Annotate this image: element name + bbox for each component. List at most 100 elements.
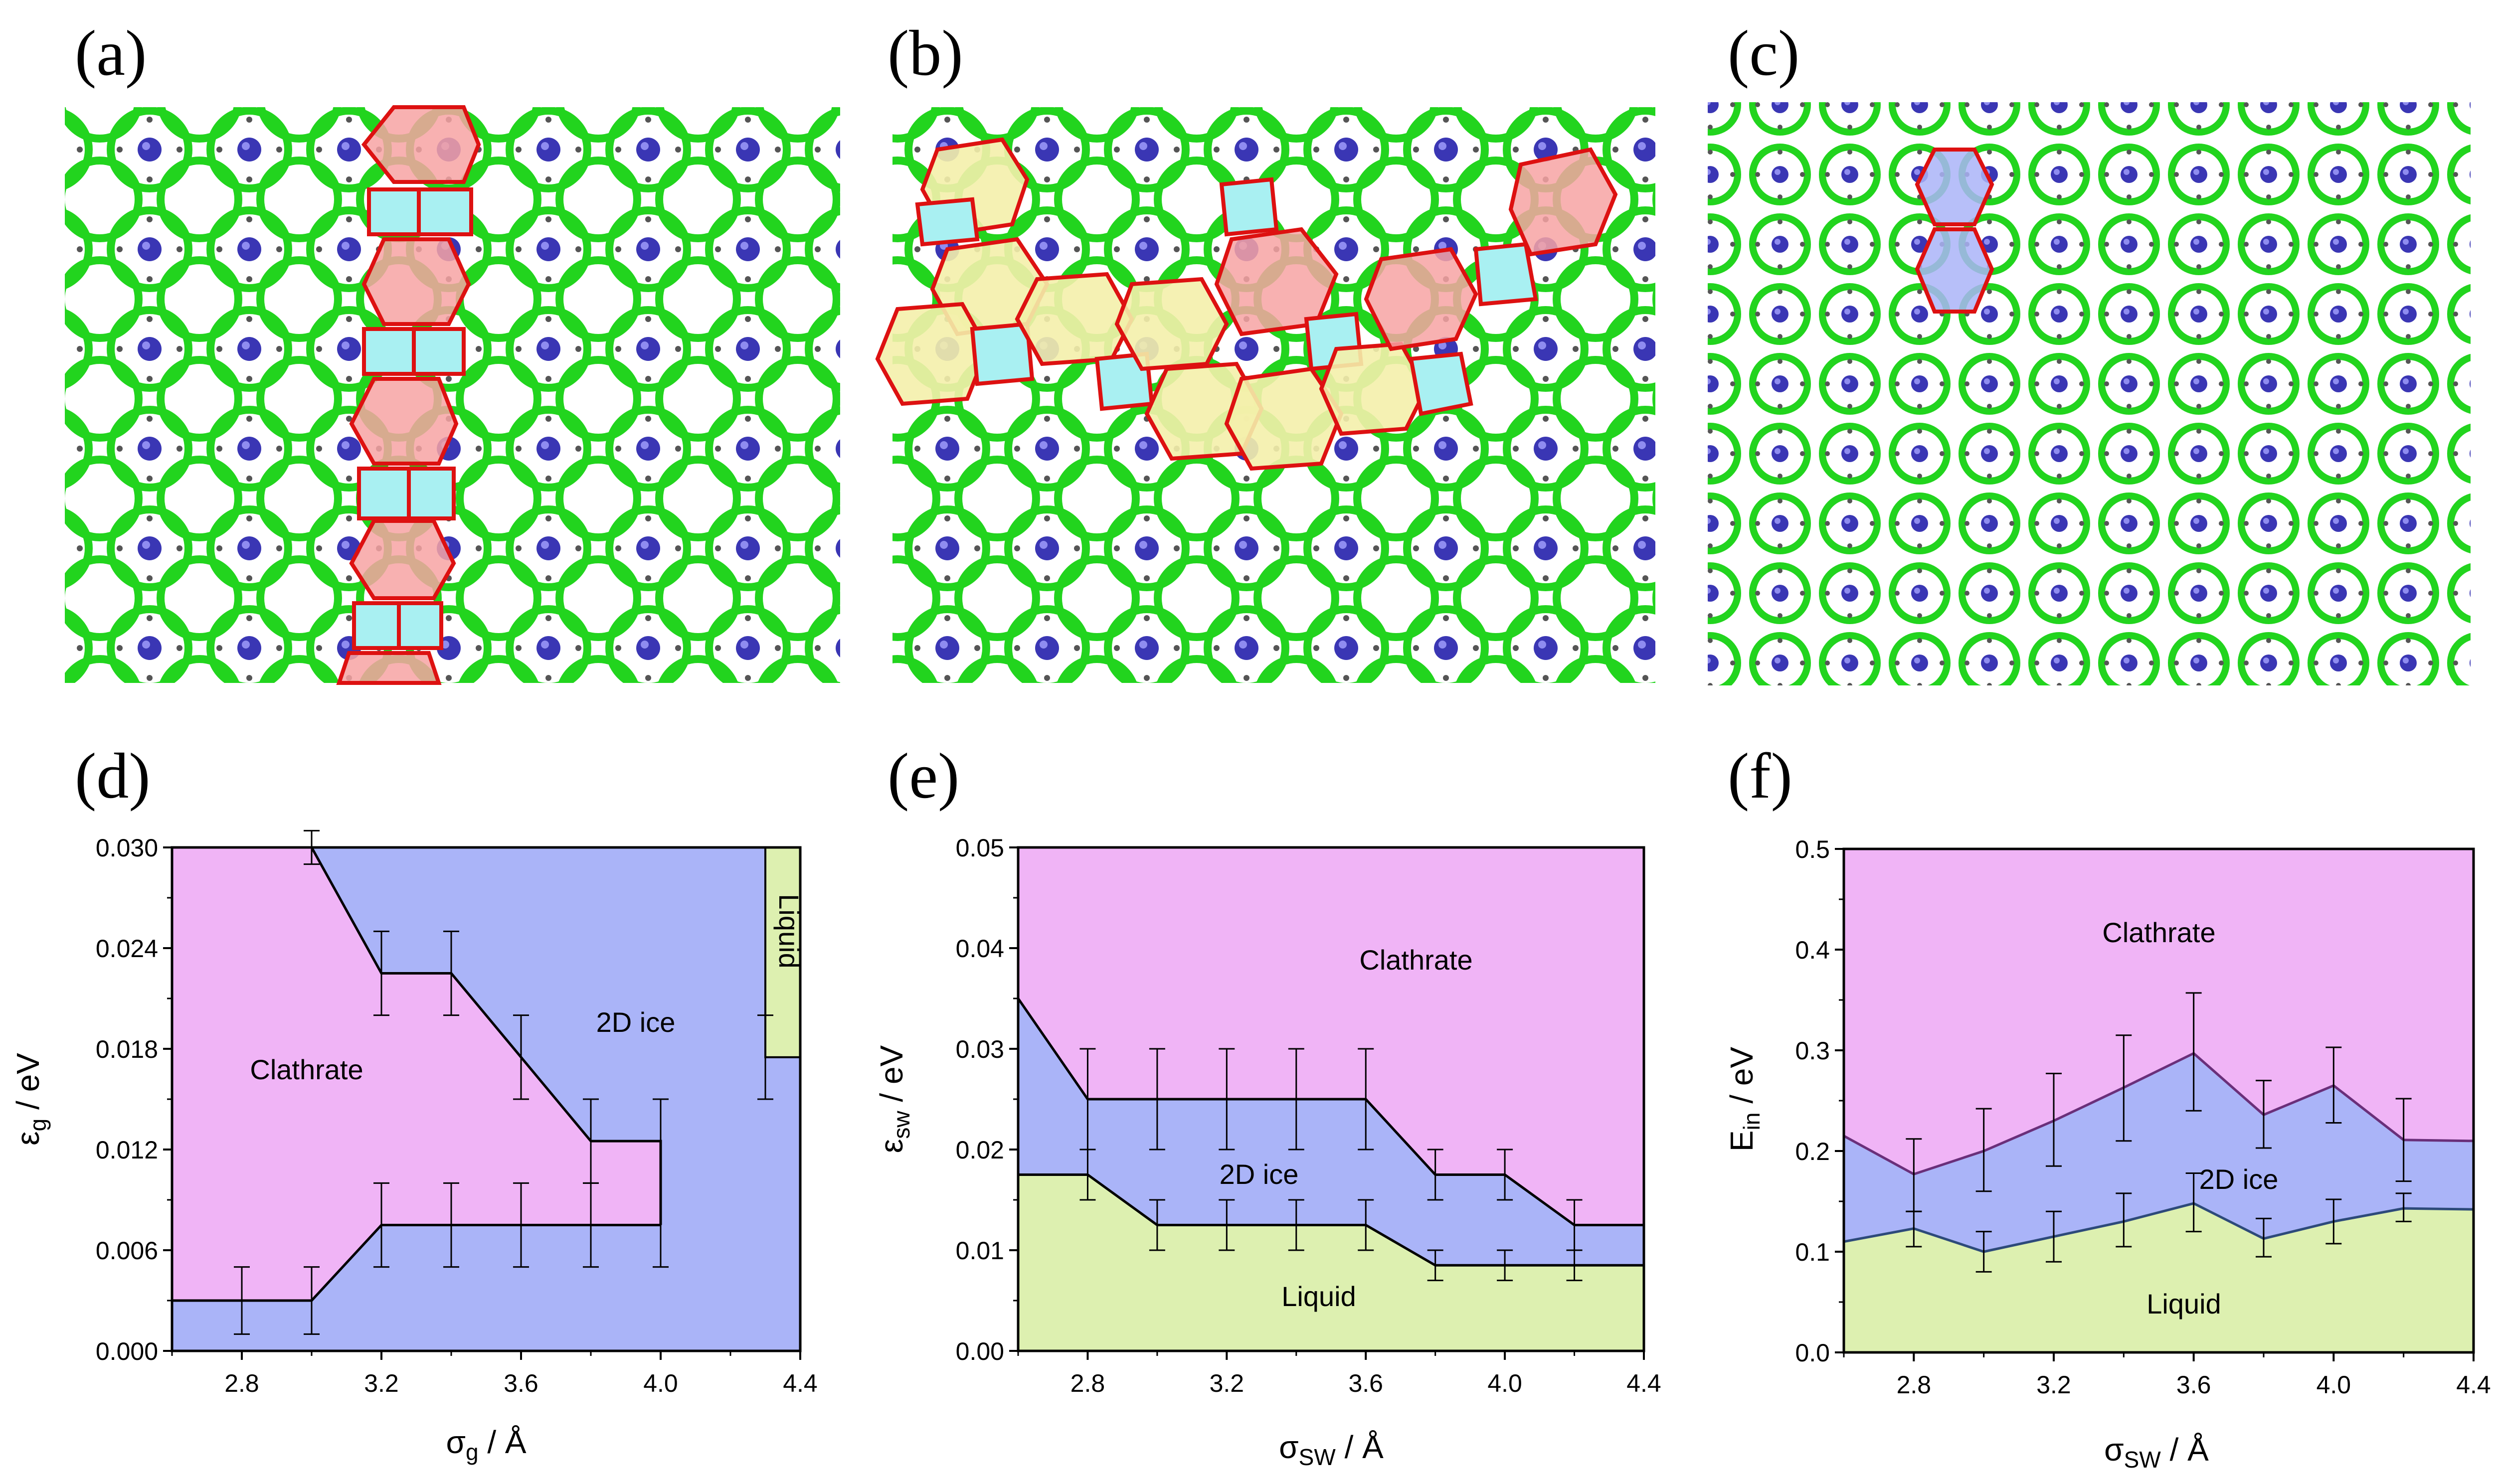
region-label-ice-d: 2D ice [596,1006,676,1038]
error-bars-d [234,829,773,1335]
error-bar-f-15 [2395,1098,2412,1182]
y-axis-sub-f: in [1739,1113,1765,1131]
structure-b-image [875,107,1655,683]
y-tick-label-e-2: 0.02 [956,1136,1004,1164]
region-label-clathrate-f: Clathrate [2102,917,2215,948]
x-axis-title-f: σSW / Å [2104,1432,2209,1473]
error-bars-f [1906,992,2412,1273]
y-axis-unit-d: / eV [10,1053,46,1119]
x-tick-label-f-2: 3.6 [2176,1371,2211,1399]
x-tick-label-f-0: 2.8 [1897,1371,1932,1399]
y-axis-symbol-f: E [1724,1130,1760,1152]
error-bar-e-4 [1358,1199,1374,1251]
panel-label-c: (c) [1728,17,1799,89]
regions-d [172,846,801,1351]
ticks-e: 2.8 3.2 3.6 4.0 4.4 0.00 0.01 0.02 0.03 0.04 0.05 [956,834,1661,1397]
error-bar-d-0 [234,1266,250,1335]
y-tick-label-e-0: 0.00 [956,1337,1004,1365]
y-tick-label-f-4: 0.4 [1795,936,1830,964]
error-bar-f-5 [2256,1217,2272,1258]
error-bars-e [1079,1048,1583,1282]
x-tick-label-d-1: 3.2 [364,1369,399,1397]
x-axis-sub-e: SW [1299,1444,1336,1470]
x-tick-label-f-1: 3.2 [2036,1371,2071,1399]
y-axis-title-f: Ein / eV [1724,1047,1765,1152]
region-liquid-f [1844,1203,2474,1352]
region-label-liquid-d: Liquid [773,894,805,968]
error-bar-d-10 [513,1014,529,1100]
x-axis-sub-d: g [466,1439,479,1465]
structure-a-image [65,105,840,685]
y-tick-label-d-0: 0.000 [96,1337,158,1365]
chart-d: 2.8 3.2 3.6 4.0 4.4 0.000 0.006 0.012 0.018 0.024… [10,829,818,1465]
y-tick-label-f-5: 0.5 [1795,835,1830,863]
error-bar-e-14 [1497,1149,1513,1201]
region-label-liquid-f: Liquid [2146,1288,2221,1319]
y-tick-label-d-3: 0.018 [96,1035,158,1063]
ticks-f: 2.8 3.2 3.6 4.0 4.4 0.0 0.1 0.2 0.3 0.4 0.5 [1795,835,2491,1399]
structure-c-image [1708,102,2471,685]
regions-f [1844,849,2474,1352]
error-bar-d-3 [443,1182,459,1268]
error-bar-f-3 [2116,1192,2132,1248]
error-bar-d-9 [443,930,459,1016]
error-bar-f-12 [2185,992,2202,1112]
error-bar-e-2 [1219,1199,1235,1251]
y-tick-label-f-1: 0.1 [1795,1238,1830,1266]
y-tick-label-d-4: 0.024 [96,935,158,963]
error-bar-d-11 [583,1098,599,1184]
region-clathrate-d [172,847,661,1301]
y-axis-title-d: εg / eV [10,1053,51,1146]
x-tick-label-f-4: 4.4 [2456,1371,2491,1399]
x-axis-title-d: σg / Å [446,1424,526,1465]
defect-cages-c [1915,148,1994,314]
y-axis-symbol-d: ε [10,1131,46,1146]
error-bar-e-11 [1288,1048,1304,1151]
y-axis-sub-e: sw [889,1111,914,1139]
error-bar-e-10 [1219,1048,1235,1151]
error-bar-d-1 [304,1266,320,1335]
x-tick-label-f-3: 4.0 [2316,1371,2351,1399]
error-bar-f-9 [1975,1108,1992,1192]
x-axis-title-e: σSW / Å [1279,1429,1384,1470]
defect-cages-b [875,137,1618,471]
y-axis-unit-e: / eV [874,1045,909,1111]
y-tick-label-d-5: 0.030 [96,834,158,862]
error-bar-f-13 [2256,1080,2272,1149]
error-bar-e-13 [1427,1149,1443,1201]
y-axis-symbol-e: ε [874,1139,909,1154]
region-label-clathrate-d: Clathrate [250,1054,363,1085]
x-tick-label-d-2: 3.6 [504,1369,538,1397]
error-bar-d-12 [757,1014,773,1100]
error-bar-d-4 [513,1182,529,1268]
error-bar-d-2 [373,1182,389,1268]
x-axis-symbol-e: σ [1279,1429,1299,1465]
region-label-clathrate-e: Clathrate [1359,944,1472,976]
ticks-d: 2.8 3.2 3.6 4.0 4.4 0.000 0.006 0.012 0.018 0.024… [96,834,818,1397]
y-tick-label-d-1: 0.006 [96,1237,158,1265]
error-bar-e-8 [1079,1048,1096,1151]
y-tick-label-f-2: 0.2 [1795,1138,1830,1165]
y-tick-label-e-5: 0.05 [956,834,1004,862]
x-axis-unit-e: / Å [1336,1429,1384,1465]
error-bar-e-5 [1427,1249,1443,1282]
error-bar-f-4 [2185,1172,2202,1233]
y-axis-title-e: εsw / eV [874,1045,914,1153]
x-axis-unit-d: / Å [479,1424,527,1460]
panel-label-b: (b) [888,17,963,89]
error-bar-d-8 [373,930,389,1016]
error-bar-f-7 [2395,1192,2412,1222]
region-label-ice-f: 2D ice [2199,1163,2279,1195]
error-bar-e-3 [1288,1199,1304,1251]
x-tick-label-d-3: 4.0 [643,1369,678,1397]
error-bar-e-15 [1566,1199,1583,1251]
y-tick-label-e-1: 0.01 [956,1237,1004,1265]
x-tick-label-e-4: 4.4 [1626,1369,1661,1397]
error-bar-d-6 [653,1098,669,1268]
x-tick-label-d-4: 4.4 [783,1369,818,1397]
error-bar-e-6 [1497,1249,1513,1282]
x-tick-label-e-2: 3.6 [1348,1369,1383,1397]
error-bar-f-8 [1906,1138,1922,1212]
boundaries-f [1843,1052,2474,1253]
